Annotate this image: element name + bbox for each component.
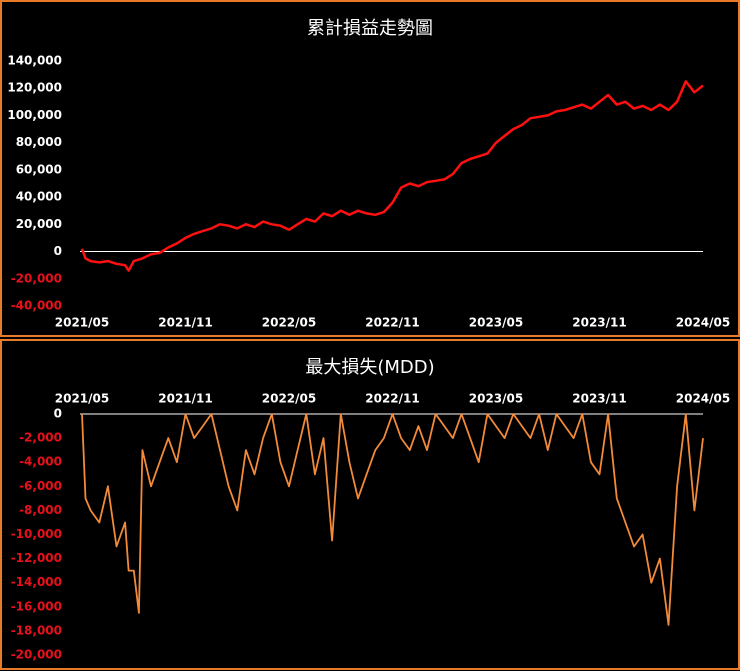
y-tick-label: -10,000	[11, 527, 62, 541]
x-tick-label: 2022/11	[365, 316, 419, 330]
x-tick-label: 2022/05	[262, 316, 316, 330]
y-tick-label: -4,000	[19, 455, 62, 469]
x-tick-label: 2021/05	[55, 392, 109, 406]
y-tick-label: -40,000	[11, 299, 62, 313]
x-tick-label: 2021/11	[158, 392, 212, 406]
x-tick-label: 2024/05	[676, 316, 730, 330]
y-tick-label: -14,000	[11, 575, 62, 589]
y-tick-label: -20,000	[11, 648, 62, 662]
y-tick-label: 0	[54, 244, 62, 258]
data-line	[80, 80, 704, 272]
y-tick-label: -2,000	[19, 431, 62, 445]
x-tick-label: 2023/11	[572, 392, 626, 406]
chart-title: 累計損益走勢圖	[307, 18, 433, 39]
y-tick-label: -8,000	[19, 503, 62, 517]
x-tick-label: 2023/05	[469, 392, 523, 406]
x-tick-label: 2022/05	[262, 392, 316, 406]
y-tick-label: -18,000	[11, 623, 62, 637]
y-tick-label: 40,000	[16, 190, 62, 204]
x-tick-label: 2023/05	[469, 316, 523, 330]
x-tick-label: 2021/11	[158, 316, 212, 330]
x-tick-label: 2021/05	[55, 316, 109, 330]
x-tick-label: 2022/11	[365, 392, 419, 406]
chart-title: 最大損失(MDD)	[305, 357, 434, 378]
y-tick-label: 80,000	[16, 135, 62, 149]
y-tick-label: 140,000	[7, 54, 62, 68]
panel	[0, 0, 740, 337]
data-line	[81, 413, 704, 626]
y-tick-label: -20,000	[11, 271, 62, 285]
x-tick-label: 2024/05	[676, 392, 730, 406]
y-tick-label: -12,000	[11, 551, 62, 565]
y-tick-label: 60,000	[16, 162, 62, 176]
x-tick-label: 2023/11	[572, 316, 626, 330]
panel	[0, 339, 740, 670]
y-tick-label: -6,000	[19, 479, 62, 493]
y-tick-label: 120,000	[7, 81, 62, 95]
y-tick-label: 20,000	[16, 217, 62, 231]
y-tick-label: 100,000	[7, 108, 62, 122]
y-tick-label: 0	[54, 407, 62, 421]
y-tick-label: -16,000	[11, 599, 62, 613]
